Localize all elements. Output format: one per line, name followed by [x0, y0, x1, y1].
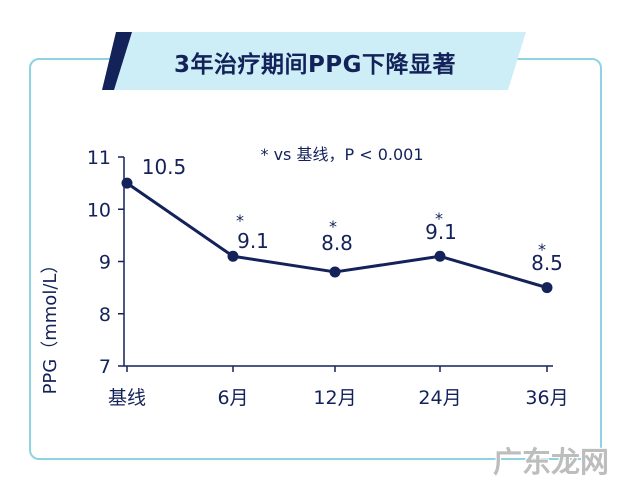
y-axis-label: PPG（mmol/L） — [40, 256, 61, 395]
significance-annotation: * vs 基线，P < 0.001 — [260, 145, 423, 164]
x-tick-label: 12月 — [313, 387, 356, 409]
data-point — [121, 177, 133, 189]
x-tick-label: 24月 — [418, 387, 461, 409]
data-label: 8.8 — [321, 231, 353, 255]
significance-mark: * — [236, 211, 244, 230]
series — [121, 177, 553, 294]
significance-mark: * — [538, 240, 546, 259]
data-point — [329, 266, 341, 278]
data-point — [434, 250, 446, 262]
x-tick-label: 6月 — [217, 387, 248, 409]
x-tick-label: 基线 — [108, 387, 146, 409]
data-point — [541, 282, 553, 294]
y-tick-label: 10 — [87, 199, 111, 221]
watermark: 广东龙网 — [492, 445, 609, 479]
y-tick-label: 9 — [99, 252, 111, 274]
y-tick-label: 7 — [99, 356, 111, 378]
data-label: 8.5 — [531, 251, 563, 275]
data-label: 10.5 — [142, 155, 187, 179]
title-banner — [102, 32, 526, 90]
y-tick-label: 11 — [87, 147, 111, 169]
significance-mark: * — [329, 217, 337, 236]
tick-labels: 7 8 9 10 11 基线 6月 12月 24月 36月 — [87, 147, 569, 409]
chart-title: 3年治疗期间PPG下降显著 — [173, 52, 457, 78]
data-label: 9.1 — [425, 220, 457, 244]
title-banner-dark-stripe — [102, 32, 132, 90]
y-tick-label: 8 — [99, 304, 111, 326]
data-labels: 10.59.1*8.8* 9.1*8.5* — [142, 155, 563, 275]
data-label: 9.1 — [237, 229, 269, 253]
significance-mark: * — [435, 209, 443, 228]
data-point — [227, 250, 239, 262]
title-banner-light — [106, 32, 526, 90]
axes — [118, 156, 553, 372]
x-tick-label: 36月 — [525, 387, 568, 409]
